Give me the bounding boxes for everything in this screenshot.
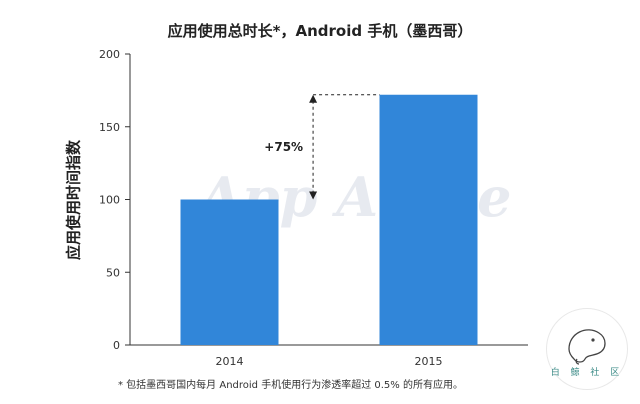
chart-bars: 2014 2015 — [180, 94, 478, 368]
y-tick-label: 200 — [99, 48, 120, 61]
chart-title: 应用使用总时长*，Android 手机（墨西哥） — [167, 22, 473, 40]
bar-2014 — [180, 199, 279, 345]
whale-logo-icon — [568, 329, 606, 365]
arrow-down-icon — [309, 191, 318, 200]
bar-2015 — [379, 94, 478, 346]
y-tick-label: 100 — [99, 194, 120, 207]
footnote: * 包括墨西哥国内每月 Android 手机使用行为渗透率超过 0.5% 的所有… — [118, 380, 463, 391]
arrow-up-icon — [309, 94, 318, 103]
chart-annotation: +75% — [264, 94, 380, 200]
y-tick-label: 150 — [99, 121, 120, 134]
x-tick-label: 2014 — [216, 355, 244, 368]
community-badge: 白 鲸 社 区 — [546, 308, 628, 390]
y-tick-label: 50 — [106, 266, 120, 279]
x-tick-label: 2015 — [415, 355, 443, 368]
y-tick-label: 0 — [113, 339, 120, 352]
annotation-label: +75% — [264, 140, 303, 154]
badge-label: 白 鲸 社 区 — [550, 368, 624, 378]
